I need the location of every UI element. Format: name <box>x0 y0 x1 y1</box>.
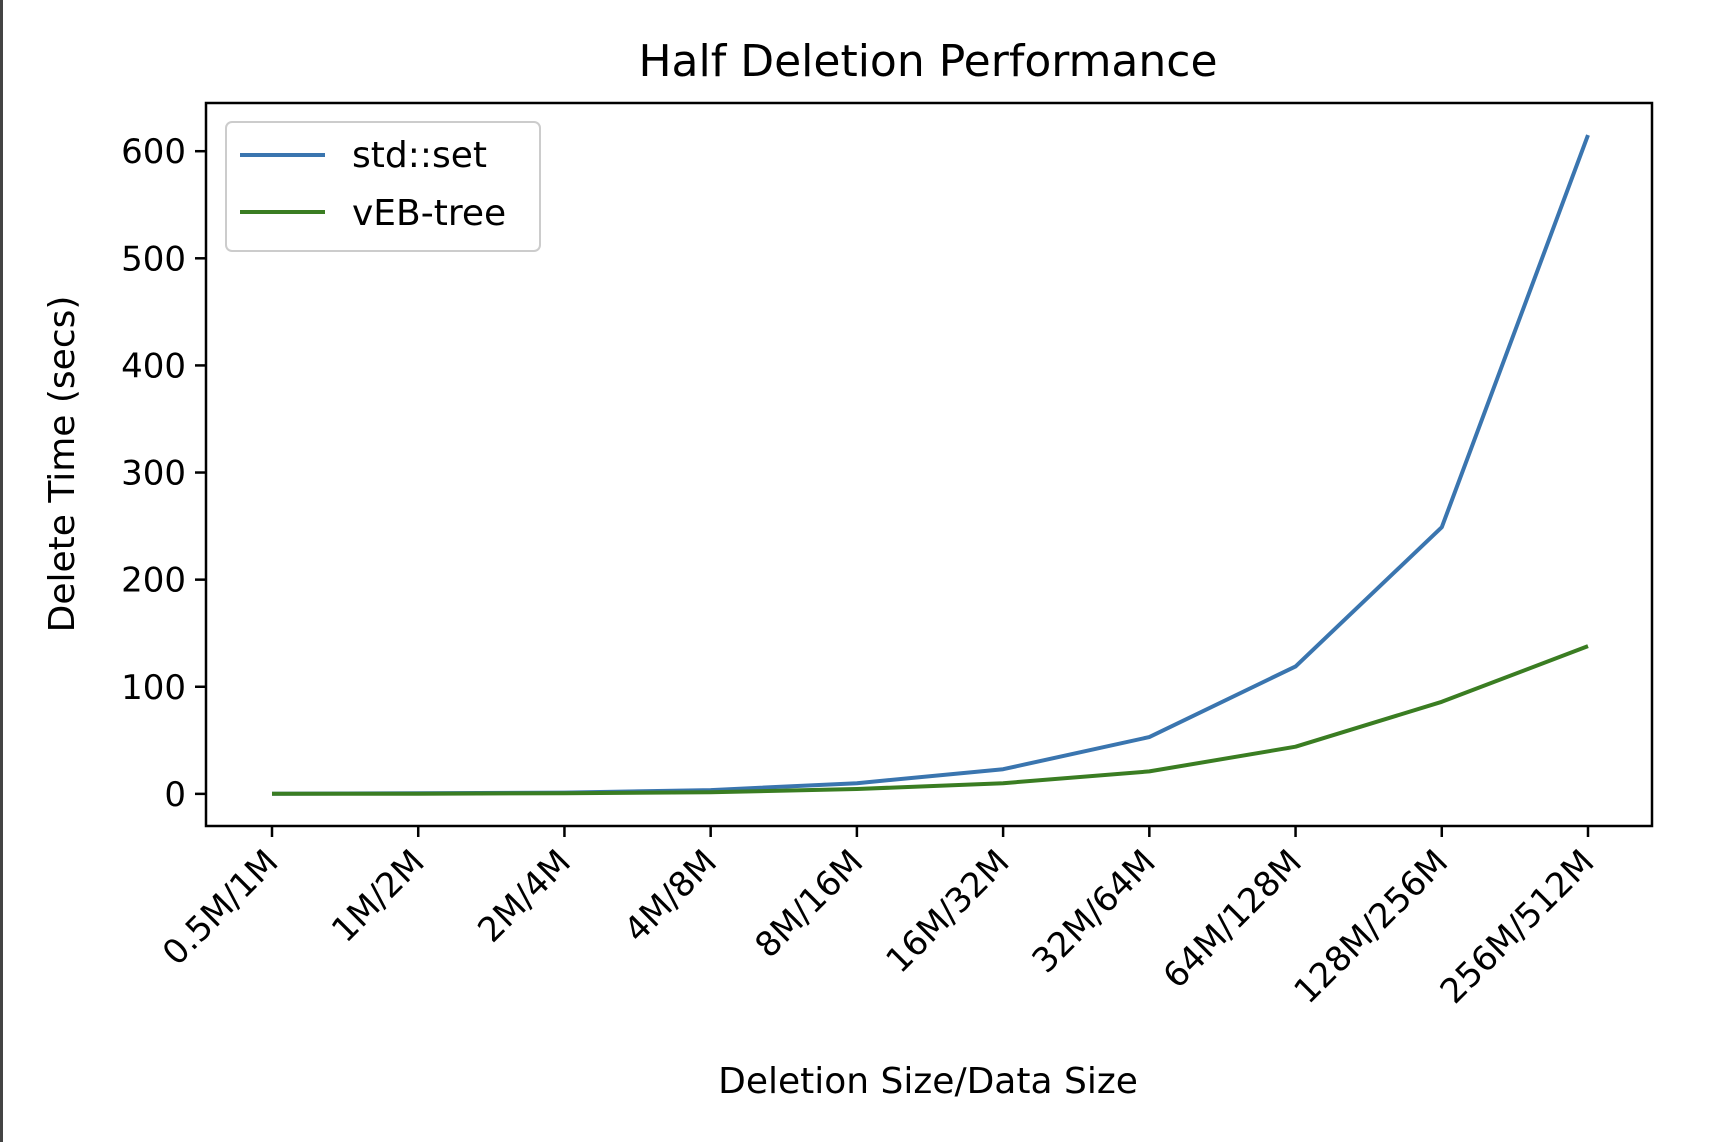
series-lines <box>271 134 1590 796</box>
axes-frame <box>204 101 1654 828</box>
legend-label-veb-tree: vEB-tree <box>352 193 506 234</box>
y-tick-label-0: 0 <box>164 775 186 815</box>
legend: std::set vEB-tree <box>225 121 541 252</box>
legend-label-std-set: std::set <box>352 135 487 176</box>
y-tick-label-4: 400 <box>121 346 186 386</box>
y-tick-label-1: 100 <box>121 668 186 708</box>
chart-title: Half Deletion Performance <box>638 36 1217 87</box>
y-axis-label: Delete Time (secs) <box>42 296 83 633</box>
y-axis-ticks: 0 100 200 300 400 500 600 <box>121 132 206 815</box>
y-tick-label-3: 300 <box>121 454 186 494</box>
x-axis-label: Deletion Size/Data Size <box>718 1061 1138 1102</box>
y-tick-label-6: 600 <box>121 132 186 172</box>
y-tick-label-2: 200 <box>121 561 186 601</box>
series-line-veb-tree <box>271 644 1589 796</box>
y-tick-label-5: 500 <box>121 239 186 279</box>
